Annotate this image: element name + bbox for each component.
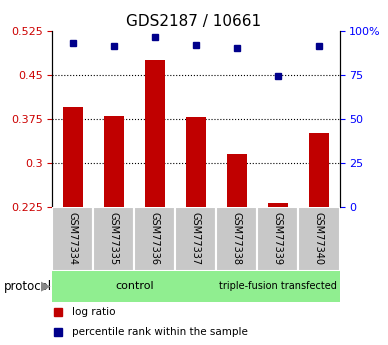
Text: GSM77336: GSM77336 (150, 212, 160, 265)
Text: GDS2187 / 10661: GDS2187 / 10661 (126, 14, 262, 29)
Text: GSM77334: GSM77334 (68, 212, 78, 265)
Bar (298, 207, 340, 271)
Bar (186, 117, 206, 207)
Text: percentile rank within the sample: percentile rank within the sample (73, 327, 248, 337)
Text: GSM77335: GSM77335 (109, 212, 119, 265)
Bar (145, 60, 165, 207)
Bar (258, 207, 298, 271)
Text: triple-fusion transfected: triple-fusion transfected (219, 282, 337, 291)
Bar (227, 154, 247, 207)
Text: GSM77339: GSM77339 (273, 212, 283, 265)
Bar (134, 207, 175, 271)
Text: log ratio: log ratio (73, 307, 116, 317)
Text: protocol: protocol (4, 280, 52, 293)
Bar (217, 271, 340, 302)
Text: control: control (115, 282, 154, 291)
Bar (52, 271, 217, 302)
Bar (94, 207, 134, 271)
Bar (217, 207, 258, 271)
Bar (104, 116, 124, 207)
Bar (309, 132, 329, 207)
Text: GSM77337: GSM77337 (191, 212, 201, 265)
Bar (62, 107, 83, 207)
Bar (52, 207, 94, 271)
Text: GSM77340: GSM77340 (314, 212, 324, 265)
Text: ▶: ▶ (41, 280, 50, 293)
Text: GSM77338: GSM77338 (232, 212, 242, 265)
Bar (268, 203, 288, 207)
Bar (175, 207, 217, 271)
